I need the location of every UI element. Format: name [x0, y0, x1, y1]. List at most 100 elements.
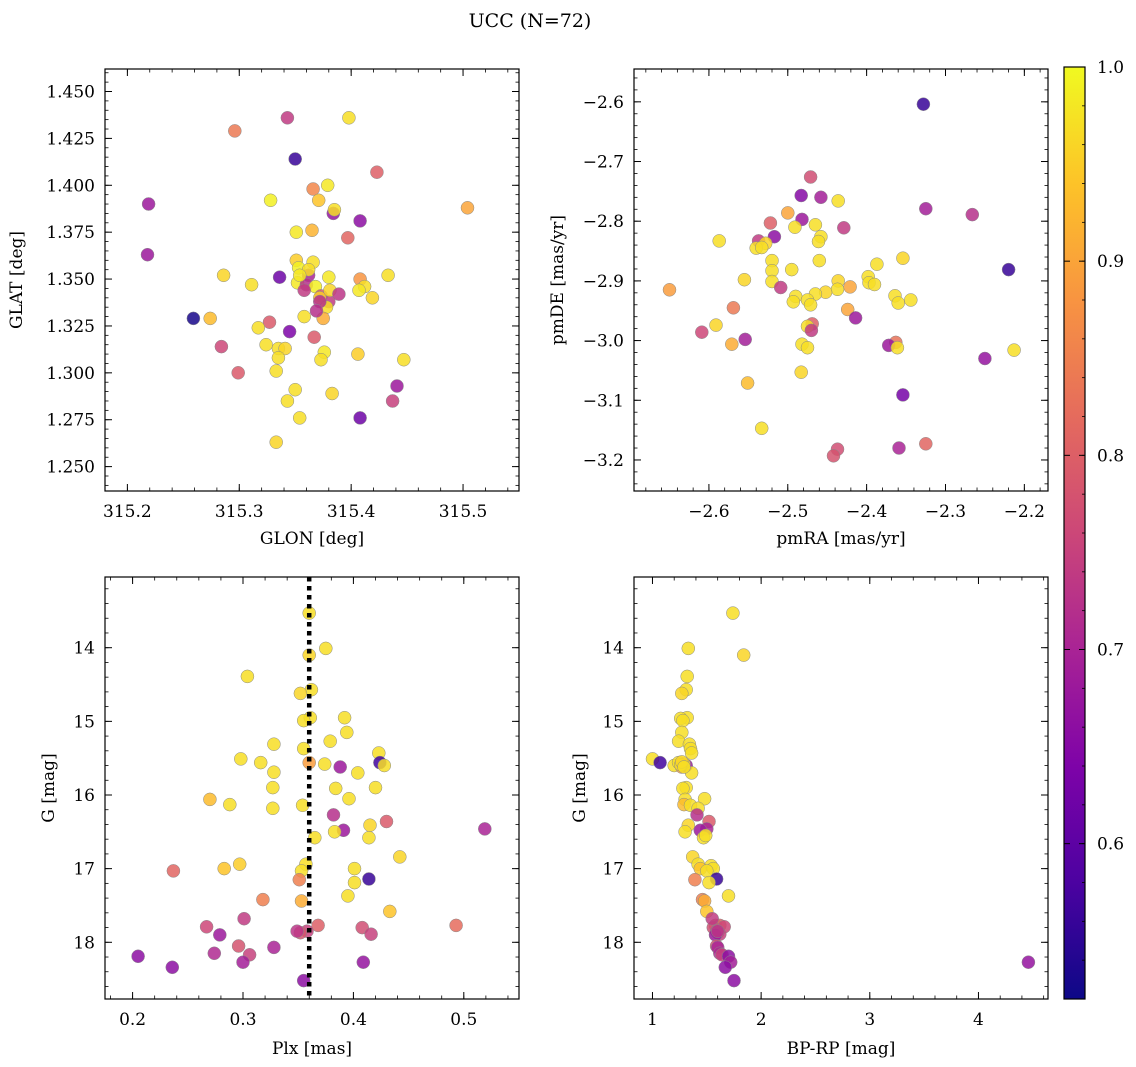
data-point: [684, 746, 699, 760]
data-point: [353, 214, 367, 228]
data-point: [784, 262, 799, 277]
y-tick-label: −2.7: [583, 153, 624, 173]
data-point: [725, 337, 739, 351]
data-point: [837, 221, 851, 235]
data-point: [256, 892, 270, 907]
data-point: [460, 201, 475, 215]
y-tick-label: 14: [73, 639, 95, 659]
y-tick-label: −2.8: [583, 212, 624, 232]
data-point: [803, 298, 818, 312]
data-point: [340, 725, 354, 740]
x-tick-label: 4: [973, 1010, 984, 1030]
x-axis-label: BP-RP [mag]: [787, 1039, 896, 1059]
data-point: [351, 766, 365, 780]
data-point: [397, 352, 411, 367]
data-point: [812, 253, 827, 268]
y-tick-label: 1.250: [46, 458, 95, 478]
data-point: [342, 791, 356, 806]
points-sky-position: [140, 111, 475, 449]
data-point: [803, 170, 818, 184]
y-tick-label: −3.0: [583, 332, 624, 352]
data-point: [317, 757, 332, 771]
x-tick-label: 0.3: [229, 1010, 256, 1030]
data-point: [653, 755, 667, 770]
x-tick-label: 2: [756, 1010, 767, 1030]
data-point: [351, 347, 365, 361]
data-point: [690, 808, 704, 822]
data-point: [892, 441, 906, 455]
data-point: [370, 165, 384, 179]
x-tick-label: 0.4: [340, 1010, 367, 1030]
data-point: [364, 927, 378, 941]
data-point: [305, 223, 319, 238]
data-point: [702, 875, 716, 890]
data-point: [781, 206, 795, 220]
data-point: [271, 351, 286, 365]
x-tick-label: −2.5: [767, 502, 808, 522]
x-tick-label: −2.6: [688, 502, 729, 522]
x-axis-label: Plx [mas]: [272, 1039, 352, 1059]
data-point: [831, 194, 845, 208]
data-point: [236, 955, 250, 969]
data-point: [736, 648, 751, 662]
data-point: [311, 193, 326, 208]
data-point: [253, 755, 268, 770]
x-tick-label: 3: [864, 1010, 875, 1030]
data-point: [804, 323, 819, 338]
data-point: [288, 382, 302, 397]
data-point: [848, 311, 863, 325]
data-point: [385, 394, 400, 408]
data-point: [676, 781, 690, 796]
data-point: [207, 946, 222, 961]
data-point: [308, 830, 322, 845]
data-point: [307, 330, 321, 344]
y-tick-label: 18: [73, 933, 95, 953]
data-point: [377, 758, 392, 773]
data-point: [353, 411, 367, 425]
y-tick-label: −2.9: [583, 272, 624, 292]
data-point: [727, 973, 741, 988]
data-point: [267, 940, 281, 955]
data-point: [740, 376, 755, 390]
data-point: [393, 850, 407, 864]
colorbar-gradient: [1064, 67, 1085, 999]
data-point: [216, 268, 231, 283]
data-point: [754, 240, 769, 255]
data-point: [698, 828, 713, 843]
data-point: [231, 366, 245, 380]
y-tick-label: 1.400: [46, 176, 95, 196]
y-tick-label: 17: [602, 860, 624, 880]
x-tick-label: −2.3: [925, 502, 966, 522]
data-point: [478, 822, 492, 836]
figure-title: UCC (N=72): [469, 10, 592, 32]
data-point: [223, 797, 237, 812]
data-point: [738, 332, 752, 347]
data-point: [786, 295, 801, 309]
data-point: [342, 111, 356, 125]
colorbar-ticks: 0.6 0.7 0.8 0.9 1.0: [1064, 58, 1124, 961]
data-point: [904, 293, 918, 307]
data-point: [290, 924, 304, 938]
data-point: [356, 955, 371, 969]
data-point: [140, 247, 155, 262]
data-point: [678, 825, 692, 839]
data-point: [840, 302, 855, 317]
y-tick-label: 17: [73, 860, 95, 880]
data-point: [843, 280, 857, 294]
data-point: [681, 641, 696, 656]
y-tick-label: 16: [602, 786, 624, 806]
data-point: [1001, 262, 1016, 277]
panel-proper-motion: −2.6 −2.5 −2.4 −2.3 −2.2 −3.2 −3.1 −3.0 −2.9 −2.8…: [548, 68, 1049, 549]
x-axis-label: GLON [deg]: [260, 529, 364, 549]
panel-color-magnitude: 1 2 3 4 14 15 16 17 18 BP-RP [mag] G [mag]: [570, 576, 1049, 1059]
data-point: [320, 178, 335, 193]
x-tick-label: 0.2: [119, 1010, 146, 1030]
data-point: [293, 686, 308, 701]
data-point: [217, 861, 231, 876]
data-point: [754, 421, 769, 436]
points-parallax-magnitude: [131, 606, 492, 988]
data-point: [306, 182, 320, 196]
data-point: [726, 301, 741, 315]
data-point: [322, 270, 336, 284]
